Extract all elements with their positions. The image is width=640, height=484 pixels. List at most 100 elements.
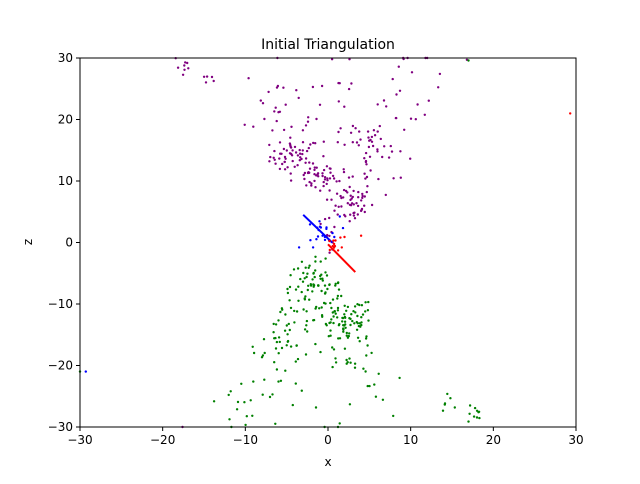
data-point [353, 362, 357, 365]
data-point [329, 171, 332, 174]
series-line [302, 214, 333, 244]
data-point [187, 67, 190, 70]
data-point [319, 226, 323, 229]
data-point [348, 203, 352, 206]
data-point [285, 324, 288, 327]
data-point [358, 340, 361, 343]
data-point [368, 384, 371, 388]
data-point [328, 167, 331, 170]
data-point [235, 408, 239, 411]
data-point [335, 192, 339, 195]
data-point [301, 280, 305, 283]
data-point [473, 406, 477, 410]
data-point [251, 345, 254, 348]
data-point [306, 330, 309, 333]
data-point [336, 297, 339, 300]
data-point [297, 299, 300, 302]
data-point [294, 151, 298, 154]
data-point [252, 380, 255, 383]
data-point [283, 155, 287, 159]
data-point [263, 117, 266, 121]
data-point [322, 184, 325, 188]
data-point [330, 306, 333, 310]
data-point [283, 329, 287, 332]
data-point [423, 113, 426, 117]
data-point [363, 210, 366, 214]
data-point [370, 203, 374, 207]
data-point [341, 226, 345, 230]
data-point [278, 141, 282, 144]
data-point [472, 415, 476, 418]
data-point [363, 195, 366, 198]
data-point [369, 169, 372, 172]
data-point [252, 351, 256, 355]
data-point [311, 278, 314, 281]
data-point [366, 344, 369, 347]
data-point [376, 150, 379, 153]
data-point [271, 129, 274, 132]
data-point [325, 182, 328, 186]
data-point [292, 268, 296, 271]
data-point [385, 105, 388, 108]
data-point [467, 59, 470, 62]
data-point [279, 310, 282, 314]
data-point [343, 143, 346, 146]
data-point [297, 96, 300, 100]
data-point [304, 266, 307, 269]
data-point [320, 289, 323, 293]
data-point [288, 299, 291, 302]
data-point [261, 102, 265, 105]
data-point [210, 75, 214, 79]
data-point [314, 342, 317, 346]
data-point [342, 330, 345, 333]
data-point [341, 320, 344, 323]
data-point [344, 189, 348, 193]
data-point [322, 180, 325, 184]
data-point [326, 179, 329, 182]
x-tick-label: −30 [67, 433, 92, 447]
data-point [334, 312, 337, 315]
data-point [359, 138, 362, 141]
data-point [334, 284, 337, 287]
data-point [303, 177, 306, 181]
data-point [331, 174, 335, 178]
data-point [329, 329, 332, 332]
data-point [337, 100, 340, 103]
data-point [301, 129, 305, 132]
data-point [331, 231, 334, 235]
data-point [274, 162, 277, 165]
data-point [183, 68, 186, 72]
data-point [338, 323, 341, 326]
data-point [304, 295, 307, 298]
data-point [272, 331, 275, 334]
data-point [328, 177, 332, 180]
data-point [322, 168, 326, 172]
data-point [360, 207, 364, 211]
y-axis-label: z [21, 239, 35, 245]
data-point [332, 315, 335, 318]
data-point [427, 99, 430, 102]
data-point [274, 336, 277, 340]
data-point [319, 350, 322, 354]
data-point [334, 239, 337, 242]
data-point [240, 382, 243, 385]
data-point [284, 103, 287, 106]
data-point [331, 298, 335, 301]
data-point [229, 390, 232, 393]
data-point [347, 87, 351, 91]
data-point [343, 105, 346, 108]
data-point [332, 239, 335, 242]
series-line [327, 243, 356, 273]
data-point [365, 175, 369, 179]
data-point [349, 213, 352, 216]
data-point [328, 248, 331, 252]
data-point [311, 290, 314, 293]
data-point [360, 316, 363, 319]
data-point [349, 317, 352, 321]
data-point [361, 196, 364, 200]
data-point [346, 202, 349, 205]
data-point [372, 129, 376, 132]
data-point [363, 204, 366, 207]
data-point [390, 150, 394, 153]
data-point [443, 402, 447, 405]
